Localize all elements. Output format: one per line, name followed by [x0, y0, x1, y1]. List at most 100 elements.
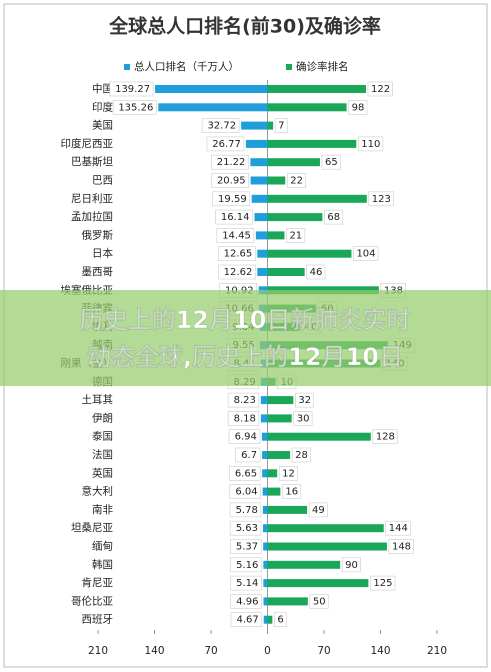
- value-label-box: [368, 191, 394, 207]
- category-label: 巴基斯坦: [71, 155, 113, 168]
- bar: [263, 579, 268, 588]
- value-label: 4.67: [236, 615, 258, 626]
- value-label: 139.27: [115, 84, 150, 95]
- category-label: 中国: [92, 82, 113, 95]
- value-label-box: [367, 81, 393, 97]
- x-tick-label: 210: [88, 645, 108, 657]
- value-label: 26.77: [212, 139, 241, 150]
- bar: [267, 560, 341, 569]
- bar: [263, 597, 268, 606]
- value-label-box: [286, 173, 306, 188]
- bar: [267, 176, 286, 185]
- x-tick-label: 70: [204, 645, 217, 657]
- bar: [267, 451, 291, 459]
- bar: [267, 231, 285, 240]
- legend-swatch: [124, 64, 130, 70]
- value-label: 14.45: [222, 230, 251, 241]
- value-label-box: [370, 575, 396, 591]
- legend-label: 总人口排名（千万人）: [134, 60, 239, 73]
- category-label: 肯尼亚: [82, 576, 114, 589]
- value-label: 6.04: [235, 487, 257, 498]
- bar: [267, 268, 305, 276]
- bar: [262, 487, 268, 496]
- value-label-box: [295, 392, 315, 408]
- category-label: 哥伦比亚: [71, 594, 113, 607]
- value-label: 12: [282, 468, 295, 479]
- category-label: 印度: [92, 100, 113, 113]
- value-label: 22: [290, 176, 303, 187]
- value-label-box: [388, 539, 414, 554]
- bar: [267, 103, 347, 112]
- bar: [257, 268, 268, 276]
- bar: [254, 213, 268, 222]
- value-label: 144: [389, 523, 408, 534]
- x-tick-label: 70: [317, 645, 330, 657]
- value-label: 123: [372, 194, 391, 205]
- value-label-box: [215, 209, 253, 225]
- value-label-box: [230, 539, 262, 554]
- category-label: 日本: [92, 247, 113, 260]
- value-label-box: [112, 100, 157, 115]
- value-label: 32.72: [207, 121, 236, 132]
- value-label: 148: [392, 542, 411, 553]
- value-label: 5.63: [236, 523, 258, 534]
- value-label: 46: [310, 267, 323, 278]
- value-label-box: [229, 520, 262, 536]
- value-label-box: [230, 575, 262, 591]
- value-label-box: [229, 484, 261, 499]
- value-label: 16.14: [221, 212, 250, 223]
- value-label-box: [309, 594, 329, 609]
- value-label-box: [306, 264, 326, 280]
- value-label-box: [230, 594, 262, 609]
- value-label: 6: [277, 615, 283, 626]
- value-label-box: [278, 465, 298, 481]
- value-label-box: [211, 154, 249, 170]
- value-label: 21.22: [217, 157, 246, 168]
- value-label-box: [291, 447, 311, 463]
- bar: [263, 615, 268, 624]
- value-label-box: [372, 429, 398, 445]
- bar: [267, 121, 274, 130]
- bar: [261, 432, 268, 441]
- bar: [263, 542, 268, 551]
- value-label-box: [211, 173, 249, 188]
- value-label: 4.96: [236, 596, 258, 607]
- value-label: 6.65: [235, 468, 257, 479]
- bar: [155, 85, 268, 93]
- bar: [267, 615, 273, 624]
- bar: [251, 194, 268, 203]
- bar: [241, 121, 268, 130]
- category-label: 伊朗: [92, 412, 113, 424]
- value-label: 5.16: [236, 560, 258, 571]
- value-label: 19.59: [218, 194, 247, 205]
- value-label: 50: [313, 596, 326, 607]
- value-label-box: [286, 228, 306, 243]
- value-label-box: [308, 502, 328, 518]
- category-label: 韩国: [92, 558, 113, 571]
- category-label: 意大利: [82, 485, 114, 498]
- value-label-box: [229, 502, 262, 518]
- category-label: 印度尼西亚: [61, 137, 114, 150]
- value-label: 12.65: [224, 249, 253, 260]
- bar: [260, 414, 268, 423]
- x-tick-label: 140: [144, 645, 164, 657]
- bar: [267, 487, 281, 496]
- legend-label: 确诊率排名: [296, 60, 349, 73]
- value-label: 30: [297, 413, 310, 424]
- value-label-box: [348, 100, 368, 115]
- category-label: 孟加拉国: [71, 210, 113, 223]
- value-label-box: [274, 612, 287, 628]
- value-label: 125: [373, 578, 392, 589]
- value-label-box: [385, 520, 411, 536]
- value-label-box: [217, 246, 256, 261]
- value-label: 8.23: [234, 395, 256, 406]
- bar: [267, 213, 323, 222]
- bar: [267, 524, 384, 533]
- bar: [250, 176, 268, 185]
- value-label-box: [235, 447, 261, 463]
- bar: [267, 194, 367, 203]
- bar: [267, 542, 387, 551]
- category-label: 西班牙: [82, 614, 114, 626]
- bar: [267, 249, 352, 258]
